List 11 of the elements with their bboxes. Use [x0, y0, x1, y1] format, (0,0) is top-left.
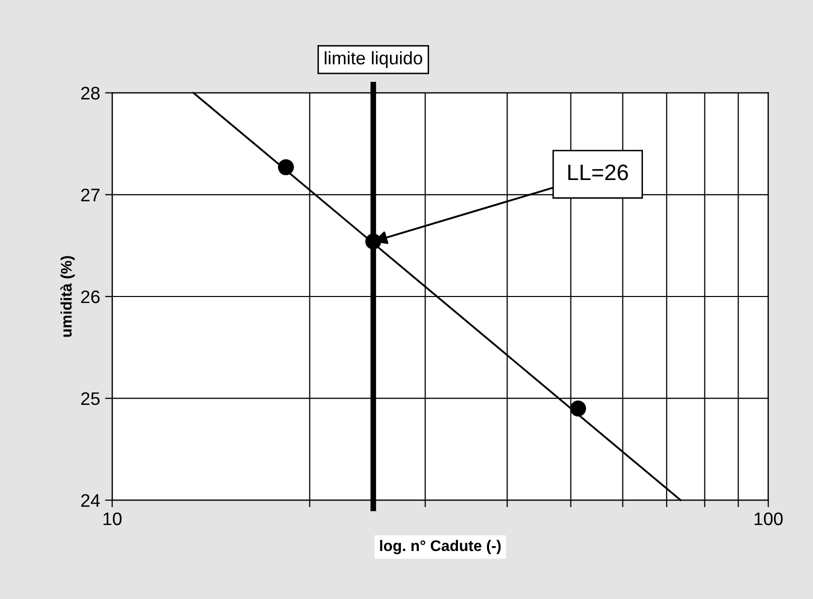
y-axis-title: umidità (%) [60, 256, 75, 337]
x-tick-label: 10 [104, 512, 122, 526]
y-tick-label: 27 [81, 188, 100, 202]
x-tick-label: 100 [754, 512, 783, 526]
y-tick-label: 25 [81, 392, 100, 406]
y-tick-label: 26 [81, 290, 100, 304]
ref-line-label: limite liquido [324, 51, 422, 68]
y-tick-label: 28 [81, 86, 100, 100]
y-tick-label: 24 [81, 494, 100, 507]
x-axis-title: log. n° Cadute (-) [380, 540, 501, 554]
annotation: LL=26 [568, 164, 628, 180]
